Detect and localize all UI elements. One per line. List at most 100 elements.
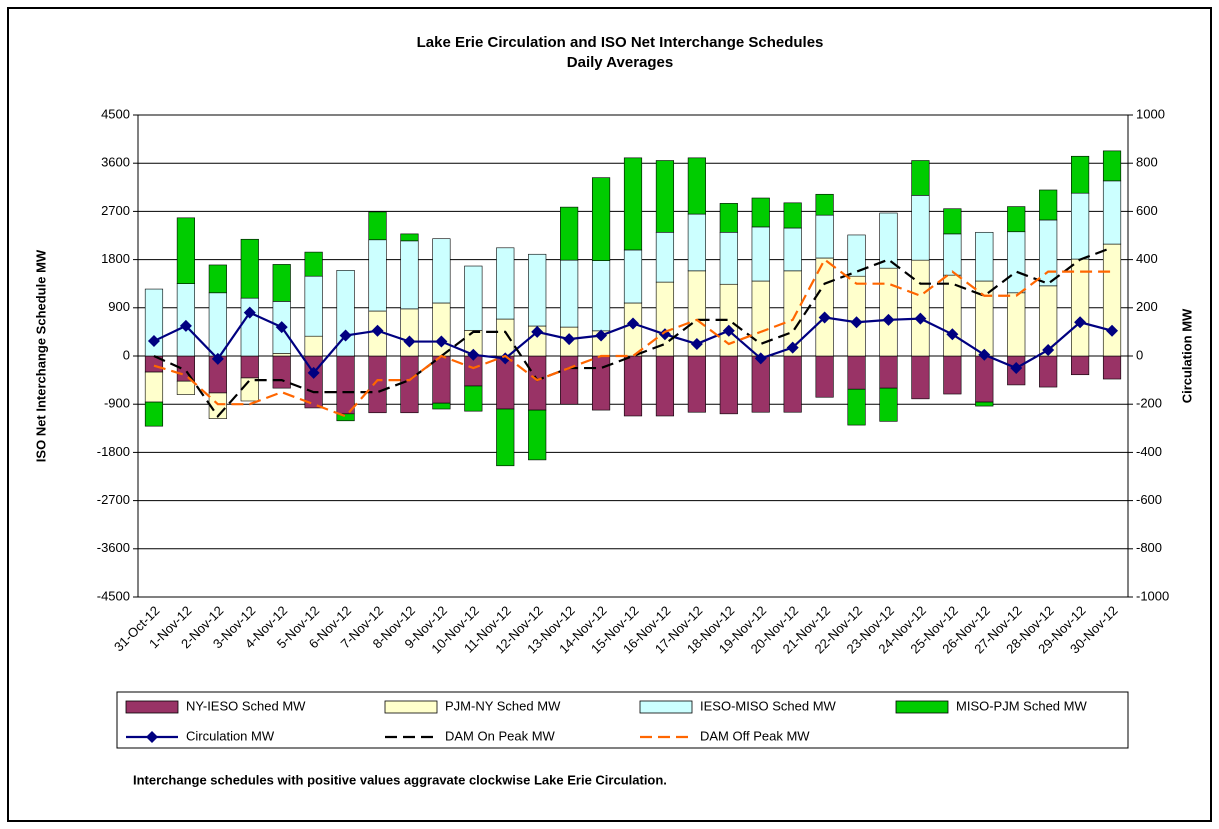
legend-label: PJM-NY Sched MW [445, 698, 561, 713]
legend-swatch [125, 700, 179, 714]
bar [687, 157, 706, 215]
bar [815, 193, 834, 216]
y-tick-label: -1800 [97, 444, 130, 459]
bar [751, 226, 770, 282]
bar [1007, 292, 1026, 357]
bar [591, 260, 611, 332]
marker [147, 335, 160, 348]
line [153, 257, 1113, 418]
y-tick-label: -3600 [97, 540, 130, 555]
bar [911, 259, 930, 357]
y-tick-label: 3600 [101, 155, 130, 170]
bar [975, 231, 994, 282]
bar [272, 355, 291, 389]
bar [560, 355, 579, 405]
y2-tick-label: -800 [1136, 540, 1162, 555]
bar [496, 408, 515, 467]
y-tick-label: 4500 [101, 106, 130, 121]
bar [400, 308, 419, 357]
legend-label: IESO-MISO Sched MW [700, 698, 837, 713]
legend-marker [146, 731, 158, 743]
bar [208, 292, 227, 357]
marker [211, 352, 224, 365]
marker [275, 321, 288, 334]
y-tick-label: -900 [104, 396, 130, 411]
bar [847, 355, 866, 390]
y2-tick-label: 200 [1136, 299, 1158, 314]
bar [560, 259, 579, 328]
marker [563, 333, 576, 346]
bar [687, 213, 706, 272]
legend-label: MISO-PJM Sched MW [956, 698, 1087, 713]
bar [528, 355, 547, 411]
bar [655, 231, 675, 283]
bar [496, 318, 515, 357]
marker [1074, 316, 1087, 329]
bar [751, 355, 770, 413]
marker [690, 337, 703, 350]
bar [847, 234, 866, 277]
bar [528, 409, 547, 461]
bar [1071, 155, 1090, 194]
bar [176, 283, 195, 357]
bar [911, 195, 930, 261]
y-axis-label: ISO Net Interchange Schedule MW [33, 249, 48, 462]
y2-axis-label: Circulation MW [1179, 308, 1194, 403]
bar [208, 264, 227, 294]
bar [943, 208, 962, 235]
y2-tick-label: -600 [1136, 492, 1162, 507]
bar [719, 355, 738, 415]
bar [847, 275, 866, 357]
marker [1106, 324, 1119, 337]
y2-tick-label: -400 [1136, 444, 1162, 459]
bar [911, 355, 930, 400]
y2-tick-label: 800 [1136, 155, 1158, 170]
y-tick-label: 0 [123, 347, 130, 362]
bar [432, 302, 451, 357]
bar [400, 240, 419, 310]
bar [1102, 243, 1122, 357]
bar [655, 281, 675, 357]
bar [368, 239, 387, 312]
bar [1071, 258, 1090, 357]
bar [336, 355, 355, 415]
bar [783, 202, 802, 229]
y-tick-label: 2700 [101, 203, 130, 218]
bar [783, 227, 802, 272]
bar [144, 401, 164, 427]
bar [336, 413, 355, 422]
marker [499, 352, 512, 365]
bar [655, 160, 675, 233]
bar [304, 335, 323, 357]
marker [467, 348, 480, 361]
bar [528, 253, 547, 327]
bar [368, 211, 387, 241]
bar [623, 355, 643, 417]
bar [272, 264, 291, 302]
marker [627, 317, 639, 330]
marker [595, 329, 608, 342]
y2-tick-label: -1000 [1136, 588, 1169, 603]
marker [850, 316, 863, 329]
bar [943, 233, 962, 276]
legend-label: NY-IESO Sched MW [186, 698, 306, 713]
footnote: Interchange schedules with positive valu… [133, 772, 667, 787]
bar [304, 275, 323, 337]
bar [783, 355, 802, 413]
marker [946, 328, 959, 341]
bar [1007, 231, 1026, 294]
legend-label: Circulation MW [186, 728, 275, 743]
bar [1039, 189, 1058, 221]
legend-swatch [639, 700, 693, 714]
bar [623, 302, 643, 357]
y2-tick-label: 1000 [1136, 106, 1165, 121]
bar [400, 355, 419, 414]
marker [818, 311, 831, 324]
bar [719, 231, 738, 285]
bar [1071, 355, 1090, 376]
bar [623, 249, 643, 304]
bar [879, 212, 898, 269]
legend-label: DAM On Peak MW [445, 728, 556, 743]
bar [815, 355, 834, 398]
